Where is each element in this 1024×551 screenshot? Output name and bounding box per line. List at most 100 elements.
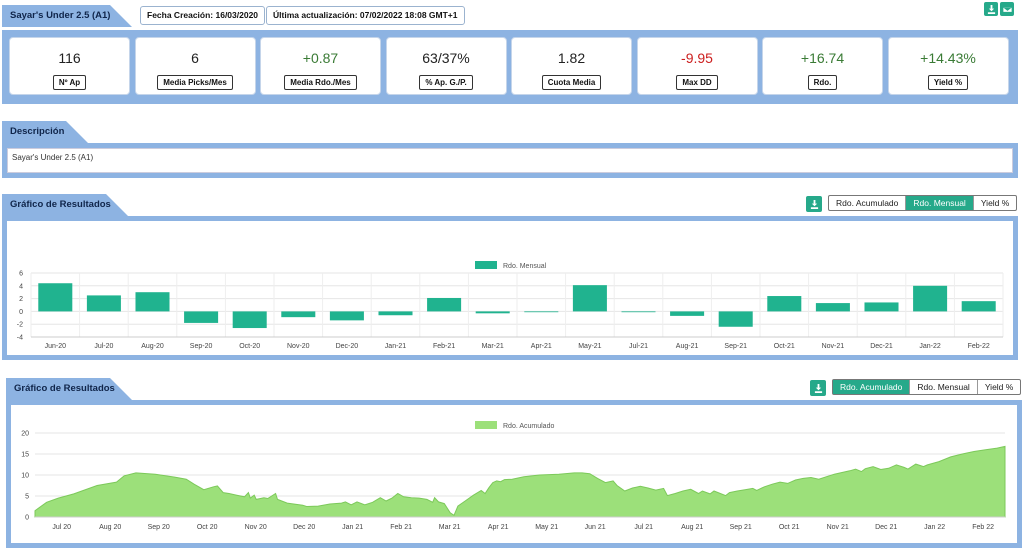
x-tick-label: Dec-21 [870, 343, 893, 350]
stat-label: Cuota Media [541, 75, 602, 90]
bar [475, 311, 510, 314]
x-tick-label: Sep 21 [730, 524, 752, 531]
x-tick-label: Jul-20 [94, 343, 113, 350]
x-tick-label: Nov-21 [822, 343, 845, 350]
x-tick-label: Jun-20 [45, 343, 67, 350]
stat-card: -9.95 Max DD [636, 37, 758, 95]
bar [621, 311, 656, 313]
bar [961, 301, 996, 312]
stat-label: % Ap. G./P. [419, 75, 473, 90]
chart1-toggle-acumulado[interactable]: Rdo. Acumulado [829, 196, 907, 210]
chart2-toggle-mensual[interactable]: Rdo. Mensual [910, 380, 978, 394]
chart2-title-tab: Gráfico de Resultados [6, 378, 132, 400]
bar [86, 295, 121, 312]
x-tick-label: Jul 21 [634, 524, 653, 531]
bar [670, 311, 705, 316]
y-tick-label: -4 [17, 335, 23, 342]
chart2-mode-toggle[interactable]: Rdo. Acumulado Rdo. Mensual Yield % [832, 379, 1022, 395]
bar [815, 303, 850, 312]
chart1-title: Gráfico de Resultados [10, 199, 111, 210]
created-date: Fecha Creación: 16/03/2020 [140, 6, 266, 25]
stat-value: 6 [191, 50, 199, 66]
chart2-toggle-acumulado[interactable]: Rdo. Acumulado [833, 380, 911, 394]
x-tick-label: Jul 20 [52, 524, 71, 531]
x-tick-label: Sep 20 [148, 524, 170, 531]
chart2-panel: Rdo. Acumulado 0 5 10 15 20 Jul 20 Aug 20 Sep 20… [6, 400, 1022, 548]
x-tick-label: Mar 21 [439, 524, 461, 531]
bar [913, 285, 948, 312]
x-tick-label: Oct 20 [197, 524, 218, 531]
description-title: Descripción [10, 126, 65, 137]
strategy-title-tab: Sayar's Under 2.5 (A1) [2, 5, 132, 27]
chart2-toggle-yield[interactable]: Yield % [984, 382, 1014, 392]
chart1-mode-toggle[interactable]: Rdo. Acumulado Rdo. Mensual Yield % [828, 195, 1018, 211]
y-tick-label: -2 [17, 322, 23, 329]
bar [427, 297, 462, 312]
x-tick-label: Feb 22 [972, 524, 994, 531]
y-tick-label: 2 [19, 296, 23, 303]
chart1-toggle-yield[interactable]: Yield % [980, 198, 1010, 208]
x-tick-label: Sep-20 [190, 343, 213, 350]
x-tick-label: Oct-21 [774, 343, 795, 350]
chart1-toggle-mensual[interactable]: Rdo. Mensual [906, 196, 974, 210]
bar [135, 292, 170, 312]
x-tick-label: Feb-22 [968, 343, 990, 350]
stat-label: Yield % [927, 75, 969, 90]
legend-label: Rdo. Acumulado [503, 423, 554, 430]
stat-label: Rdo. [807, 75, 838, 90]
chart2-title: Gráfico de Resultados [14, 383, 115, 394]
bar [281, 311, 316, 318]
bar [329, 311, 364, 321]
x-tick-label: May-21 [578, 343, 601, 350]
y-tick-label: 0 [19, 309, 23, 316]
x-tick-label: Oct-20 [239, 343, 260, 350]
x-tick-label: Nov-20 [287, 343, 310, 350]
legend-swatch [475, 421, 497, 429]
description-text: Sayar's Under 2.5 (A1) [12, 153, 94, 162]
x-tick-label: Aug 21 [681, 524, 703, 531]
y-tick-label: 0 [25, 515, 29, 522]
download-button[interactable] [984, 2, 998, 16]
bar [524, 311, 559, 313]
stat-value: 63/37% [422, 50, 470, 66]
x-tick-label: Aug 20 [99, 524, 121, 531]
chart2-download-button[interactable] [810, 380, 826, 396]
stat-label: Max DD [676, 75, 718, 90]
x-tick-label: Jul-21 [629, 343, 648, 350]
stats-panel: 116 Nº Ap 6 Media Picks/Mes +0.87 Media Rdo./… [2, 30, 1018, 104]
stat-label: Media Picks/Mes [157, 75, 233, 90]
x-tick-label: Jan-21 [385, 343, 407, 350]
y-tick-label: 4 [19, 283, 23, 290]
x-tick-label: Dec 20 [293, 524, 315, 531]
x-tick-label: Oct 21 [779, 524, 800, 531]
legend-swatch [475, 261, 497, 269]
stat-value: +0.87 [302, 50, 339, 66]
stat-card: 63/37% % Ap. G./P. [385, 37, 507, 95]
x-tick-label: Feb 21 [390, 524, 412, 531]
bar [767, 296, 802, 312]
stat-label: Media Rdo./Mes [284, 75, 357, 90]
x-tick-label: Jan 22 [924, 524, 945, 531]
x-tick-label: Apr-21 [531, 343, 552, 350]
cumulative-results-chart: Rdo. Acumulado 0 5 10 15 20 Jul 20 Aug 20 Sep 20… [21, 421, 1006, 531]
chart1-download-button[interactable] [806, 196, 822, 212]
stat-value: +16.74 [800, 50, 845, 66]
chart1-panel: Rdo. Mensual -4 -2 0 2 4 6 Jun-20 Jul-20 Aug-20 Se… [2, 216, 1018, 360]
y-tick-label: 5 [25, 494, 29, 501]
x-tick-label: Jan 21 [342, 524, 363, 531]
area-series [34, 445, 1006, 518]
stat-value: +14.43% [920, 50, 976, 66]
bar [38, 283, 73, 312]
y-tick-label: 15 [21, 452, 29, 459]
x-tick-label: Sep-21 [724, 343, 747, 350]
bar [184, 311, 219, 323]
stat-value: 1.82 [557, 50, 586, 66]
email-button[interactable] [1000, 2, 1014, 16]
description-tab: Descripción [2, 121, 88, 143]
monthly-results-chart: Rdo. Mensual -4 -2 0 2 4 6 Jun-20 Jul-20 Aug-20 Se… [17, 261, 1004, 350]
x-tick-label: May 21 [535, 524, 558, 531]
bar [864, 302, 899, 312]
x-tick-label: Feb-21 [433, 343, 455, 350]
envelope-icon [1002, 5, 1012, 13]
y-tick-label: 10 [21, 473, 29, 480]
